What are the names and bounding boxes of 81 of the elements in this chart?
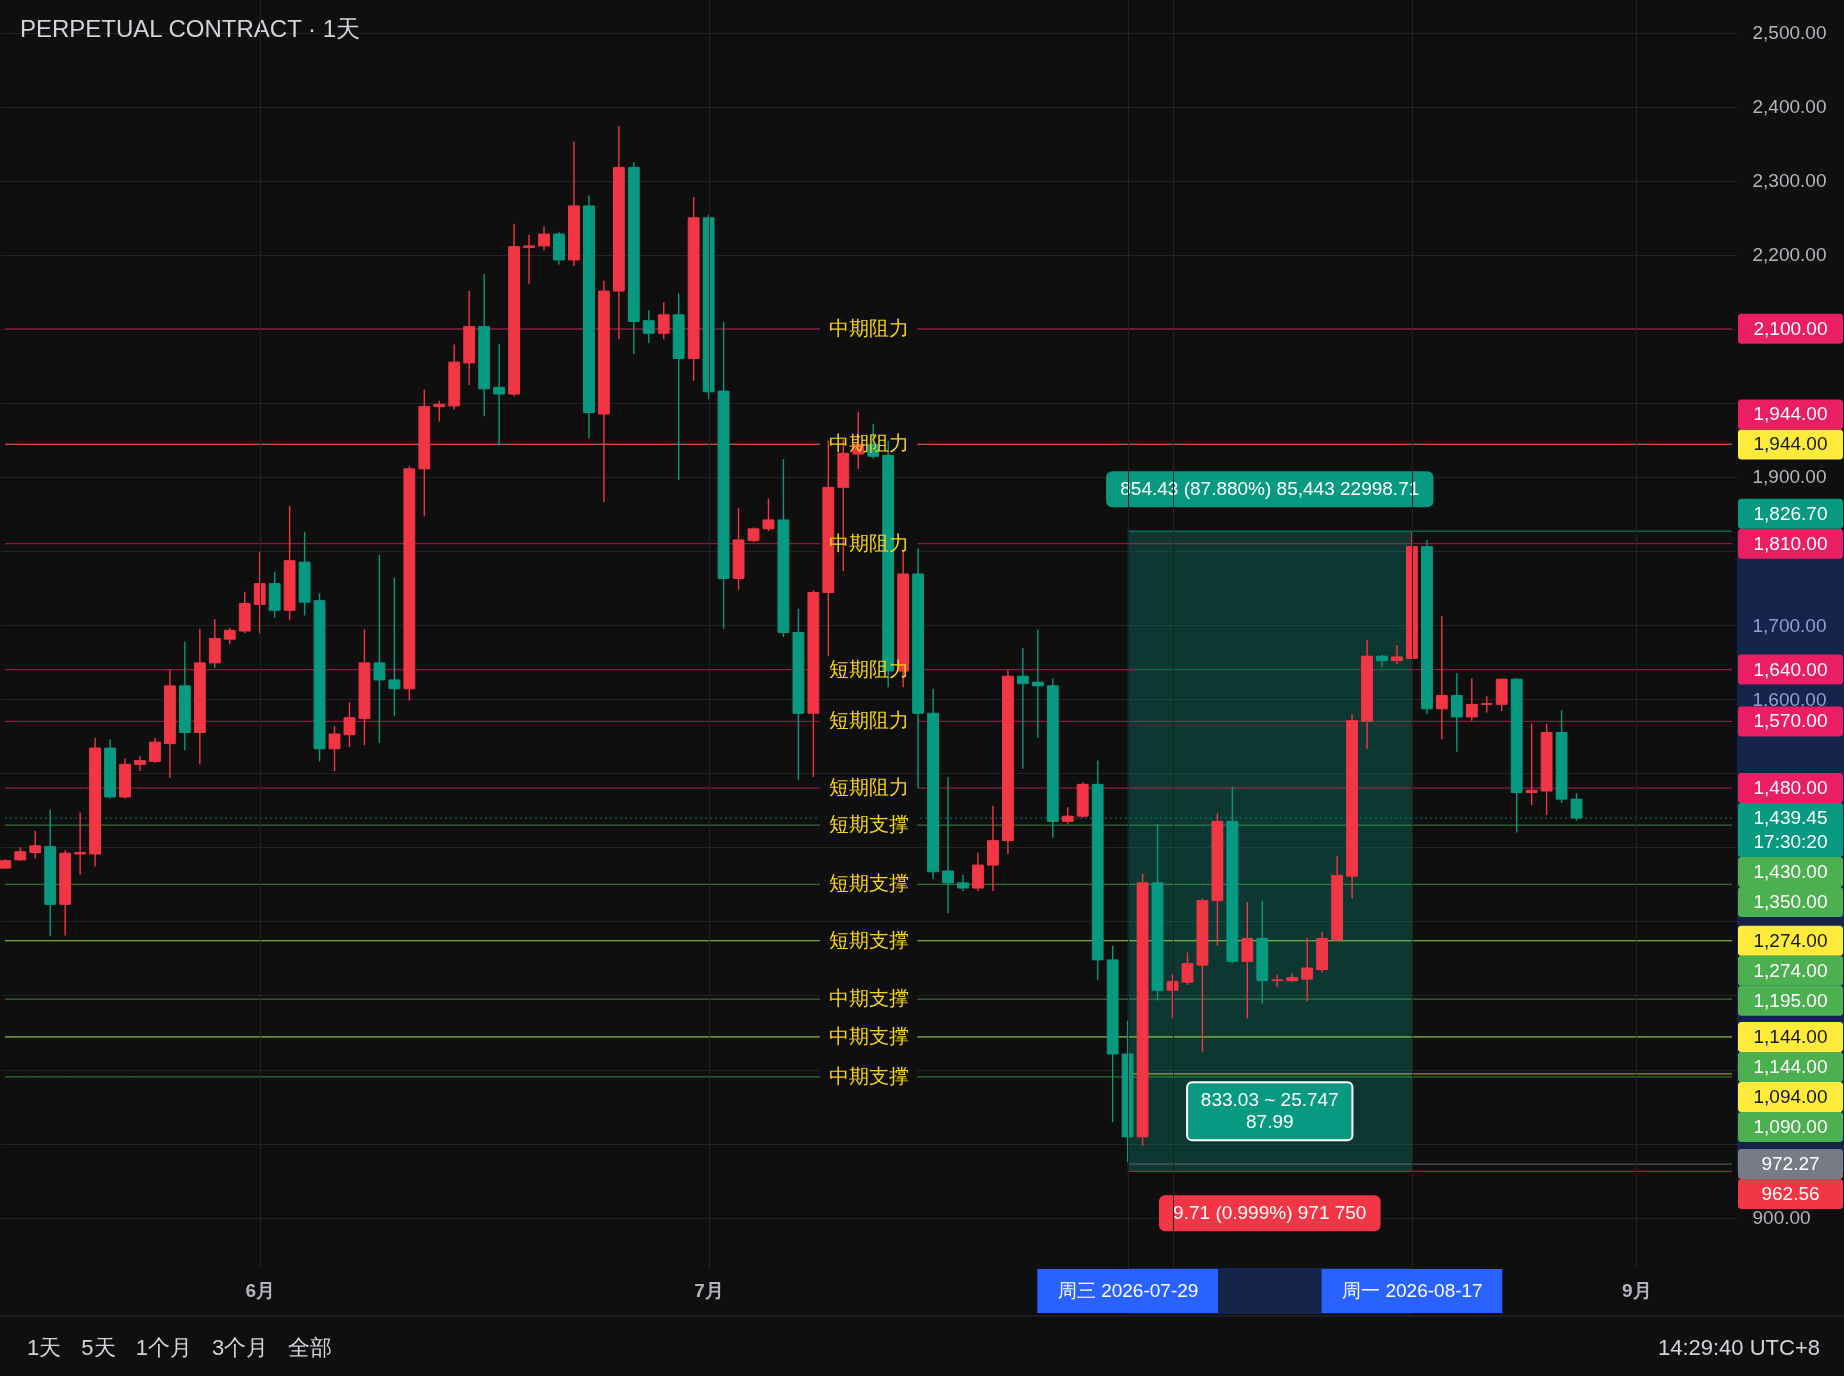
ref-line-label: 1,944.00 <box>1753 433 1828 455</box>
y-tick-label: 2,200.00 <box>1752 244 1827 266</box>
ref-line-label: 1,090.00 <box>1753 1115 1828 1137</box>
candlestick <box>1031 628 1044 739</box>
candlestick <box>433 399 446 423</box>
text: PERPETUAL CONTRACT · 1天 <box>20 15 361 42</box>
band-label: 833.03 ~ 25.747 87.99 <box>1200 1089 1339 1133</box>
candlestick <box>328 725 341 772</box>
candlestick <box>253 551 266 634</box>
text: 14:29:40 UTC+8 <box>1657 1335 1820 1360</box>
ref-line-label: 1,826.70 <box>1753 502 1828 524</box>
candlestick <box>29 830 42 860</box>
annotation: 短期支撑 <box>828 813 909 836</box>
annotation: 短期支撑 <box>828 928 909 951</box>
candlestick <box>1435 615 1448 740</box>
candlestick <box>1166 973 1179 1020</box>
candlestick <box>642 309 655 344</box>
y-tick-label: 2,400.00 <box>1752 96 1827 118</box>
annotation: 中期支撑 <box>828 1024 909 1047</box>
ref-line-label: 1,350.00 <box>1753 891 1828 913</box>
candlestick <box>1181 951 1194 986</box>
text: 1个月 <box>135 1335 192 1360</box>
y-tick-label: 900.00 <box>1752 1207 1811 1229</box>
text: 1天 <box>27 1335 62 1360</box>
x-tick-label: 9月 <box>1622 1279 1652 1301</box>
annotation: 短期阻力 <box>828 776 909 799</box>
candlestick <box>493 342 506 447</box>
ref-line-label: 1,144.00 <box>1753 1055 1828 1077</box>
annotation: 短期阻力 <box>828 709 909 732</box>
ref-line-label: 1,195.00 <box>1753 989 1828 1011</box>
ref-line-label: 1,144.00 <box>1753 1025 1828 1047</box>
candlestick <box>1391 644 1403 666</box>
candlestick <box>972 851 984 892</box>
ref-line-label: 1,094.00 <box>1753 1085 1828 1107</box>
ref-line-label: 1,810.00 <box>1753 532 1828 554</box>
candlestick <box>1450 672 1463 753</box>
candlestick <box>1525 722 1538 806</box>
ref-line-label: 1,439.45 17:30:20 <box>1753 807 1828 853</box>
annotation: 中期支撑 <box>828 1064 909 1087</box>
y-tick-label: 1,700.00 <box>1752 614 1827 636</box>
annotation: 短期支撑 <box>828 872 909 895</box>
candlestick <box>762 497 775 532</box>
x-tick-label: 周三 2026-07-29 <box>1057 1279 1199 1301</box>
text: 5天 <box>81 1335 116 1360</box>
annotation: 中期阻力 <box>828 316 909 339</box>
text: 3个月 <box>211 1335 269 1360</box>
candlestick <box>657 301 670 340</box>
ref-line-label: 1,640.00 <box>1753 658 1828 680</box>
candlestick <box>1241 901 1254 1020</box>
candlestick <box>388 577 401 717</box>
candlestick <box>942 776 954 914</box>
text: 全部 <box>288 1335 333 1360</box>
x-tick-label: 周一 2026-08-17 <box>1342 1279 1483 1301</box>
candlestick <box>1465 677 1478 722</box>
candlestick <box>538 225 550 252</box>
ref-line-label: 2,100.00 <box>1753 317 1828 339</box>
candlestick <box>343 701 356 749</box>
ref-line-label: 1,570.00 <box>1753 710 1828 732</box>
candlestick <box>1570 792 1583 822</box>
candlestick <box>134 755 146 772</box>
x-tick-label: 6月 <box>245 1279 275 1301</box>
annotation: 中期支撑 <box>828 987 909 1010</box>
y-tick-label: 2,300.00 <box>1752 170 1827 192</box>
ref-line-label: 962.56 <box>1761 1183 1820 1205</box>
ref-line-label: 1,274.00 <box>1753 959 1828 981</box>
candlestick <box>373 554 386 744</box>
y-tick-label: 1,600.00 <box>1752 688 1827 710</box>
candlestick <box>149 736 161 764</box>
ref-line-label: 1,274.00 <box>1753 929 1828 951</box>
ref-line-label: 972.27 <box>1761 1153 1820 1175</box>
ref-line-label: 1,480.00 <box>1753 777 1828 799</box>
ref-line-label: 1,944.00 <box>1753 403 1828 425</box>
y-tick-label: 2,500.00 <box>1752 22 1827 44</box>
x-tick-label: 7月 <box>694 1279 724 1301</box>
y-tick-label: 1,900.00 <box>1752 466 1827 488</box>
annotation: 9.71 (0.999%) 971 750 <box>1173 1202 1367 1224</box>
candlestick <box>523 234 535 285</box>
candlestick <box>1016 647 1029 770</box>
ref-line-label: 1,430.00 <box>1753 861 1828 883</box>
candlestick <box>74 811 87 876</box>
candlestick <box>1301 936 1314 1003</box>
